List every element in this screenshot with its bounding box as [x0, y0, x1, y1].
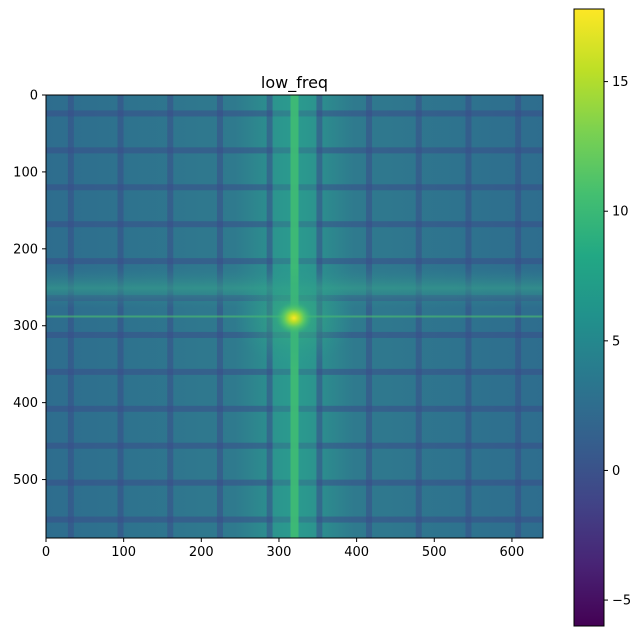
x-tick-label: 300: [267, 545, 292, 560]
x-tick-label: 600: [500, 545, 525, 560]
y-tick-label: 400: [13, 396, 38, 411]
y-tick-label: 200: [13, 242, 38, 257]
colorbar-tick-label: 10: [612, 205, 629, 220]
colorbar-tick-label: −5: [612, 594, 631, 609]
x-tick-label: 400: [344, 545, 369, 560]
colorbar-tick-label: 0: [612, 464, 620, 479]
plot-frame: [45, 94, 544, 539]
x-tick-label: 0: [42, 545, 50, 560]
x-tick-label: 100: [111, 545, 136, 560]
heatmap-image: [46, 95, 543, 538]
y-tick-label: 500: [13, 473, 38, 488]
colorbar-tick-label: 15: [612, 75, 629, 90]
x-tick-label: 500: [422, 545, 447, 560]
colorbar-tick-label: 5: [612, 334, 620, 349]
y-tick-label: 300: [13, 319, 38, 334]
y-tick-label: 100: [13, 165, 38, 180]
x-tick-label: 200: [189, 545, 214, 560]
colorbar: [573, 8, 605, 627]
y-tick-label: 0: [30, 89, 38, 104]
chart-title: low_freq: [261, 73, 328, 93]
